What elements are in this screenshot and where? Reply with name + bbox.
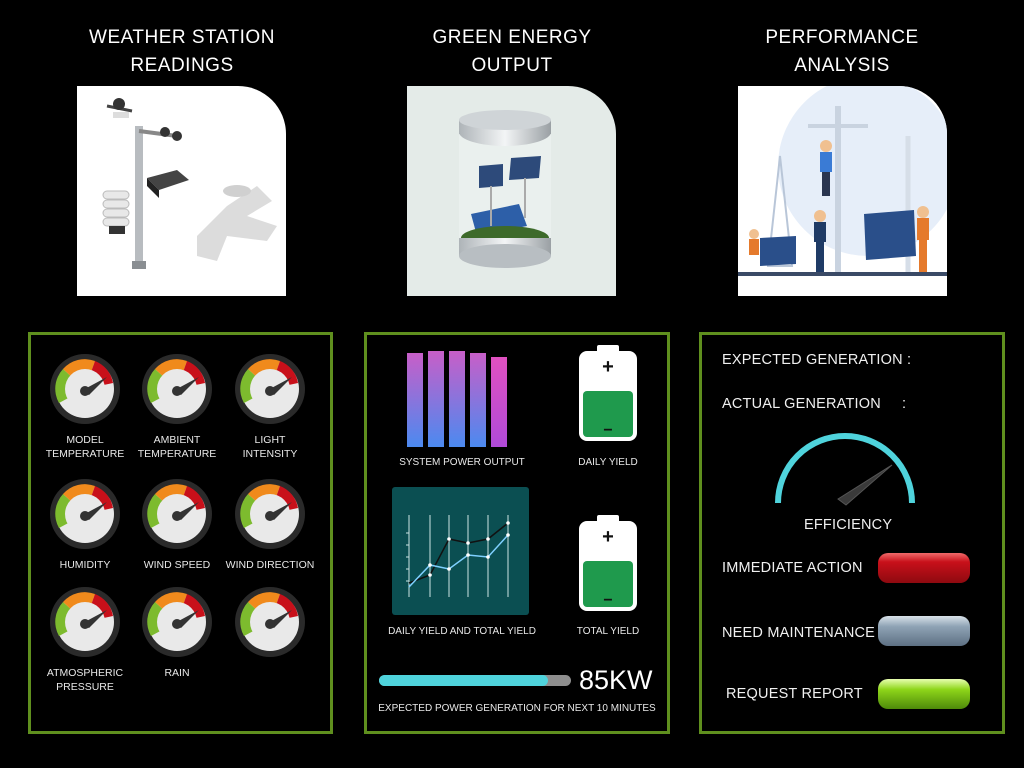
daily-yield-label: DAILY YIELD <box>578 457 638 468</box>
weather-station-illustration <box>77 86 286 296</box>
need-maintenance-label: NEED MAINTENANCE <box>722 625 876 641</box>
title-weather-line1: WEATHER STATION <box>89 27 275 48</box>
daily-total-yield-chart <box>392 487 529 615</box>
gauge-5 <box>141 478 213 550</box>
gauge-label-line2: INTENSITY <box>242 448 298 460</box>
performance-analysis-illustration <box>738 86 947 296</box>
weather-readings-panel: MODEL TEMPERATURE AMBIENT TEMPERATURE LIGHT I… <box>28 332 333 734</box>
title-performance-line1: PERFORMANCE <box>765 27 919 48</box>
gauge-label-line1: MODEL <box>66 434 104 446</box>
gauge-label-line1: ATMOSPHERIC <box>46 667 124 679</box>
power-progress-track <box>379 675 571 686</box>
gauge-label-line2: PRESSURE <box>56 681 114 693</box>
efficiency-gauge <box>775 433 915 506</box>
gauge-label-2: AMBIENT TEMPERATURE <box>127 433 227 461</box>
power-bar-1 <box>407 353 423 447</box>
gauge-label-4: HUMIDITY <box>35 558 135 572</box>
immediate-action-button[interactable] <box>878 553 970 583</box>
efficiency-needle <box>837 464 893 506</box>
gauge-label-line1: RAIN <box>164 667 190 679</box>
gauge-label-line2: TEMPERATURE <box>45 448 125 460</box>
green-energy-illustration <box>407 86 616 296</box>
system-power-output-chart <box>407 351 507 447</box>
gauge-4 <box>49 478 121 550</box>
power-bar-2 <box>428 351 444 447</box>
gauge-label-line1: LIGHT <box>254 434 286 446</box>
efficiency-label: EFFICIENCY <box>804 517 893 533</box>
gauge-3 <box>234 353 306 425</box>
daily-yield-battery-icon: + − <box>579 345 637 441</box>
battery-plus-1: + <box>602 356 614 378</box>
gauge-label-6: WIND DIRECTION <box>220 558 320 572</box>
daily-yield-line <box>408 534 509 588</box>
power-caption: EXPECTED POWER GENERATION FOR NEXT 10 MI… <box>378 703 656 714</box>
actual-generation-label: ACTUAL GENERATION : <box>722 396 907 412</box>
gauge-2 <box>141 353 213 425</box>
gauge-label-line1: WIND SPEED <box>143 559 211 571</box>
immediate-action-label: IMMEDIATE ACTION <box>722 560 863 576</box>
title-energy: GREEN ENERGY OUTPUT <box>392 24 632 80</box>
gauge-label-5: WIND SPEED <box>127 558 227 572</box>
total-yield-battery-icon: + − <box>579 515 637 611</box>
system-power-output-label: SYSTEM POWER OUTPUT <box>399 457 525 468</box>
gauge-1 <box>49 353 121 425</box>
expected-generation-label: EXPECTED GENERATION : <box>722 352 912 368</box>
battery-minus-2: − <box>603 592 612 609</box>
battery-plus-2: + <box>602 526 614 548</box>
gauge-7 <box>49 586 121 658</box>
title-weather-line2: READINGS <box>130 55 234 76</box>
power-bar-3 <box>449 351 465 447</box>
gauge-label-line2: TEMPERATURE <box>137 448 217 460</box>
power-progress-fill <box>379 675 548 686</box>
total-yield-line <box>408 522 509 584</box>
gauge-label-line1: WIND DIRECTION <box>225 559 315 571</box>
title-energy-line2: OUTPUT <box>471 55 553 76</box>
gauge-8 <box>141 586 213 658</box>
request-report-button[interactable] <box>878 679 970 709</box>
gauge-label-line1: AMBIENT <box>153 434 201 446</box>
energy-output-panel: SYSTEM POWER OUTPUT + − DAILY YIELD <box>364 332 670 734</box>
performance-panel: EXPECTED GENERATION : ACTUAL GENERATION … <box>699 332 1005 734</box>
title-performance-line2: ANALYSIS <box>794 55 890 76</box>
gauge-9 <box>234 586 306 658</box>
power-value: 85KW <box>579 665 653 695</box>
title-performance: PERFORMANCE ANALYSIS <box>722 24 962 80</box>
battery-minus-1: − <box>603 422 612 439</box>
gauge-label-1: MODEL TEMPERATURE <box>35 433 135 461</box>
daily-total-yield-label: DAILY YIELD AND TOTAL YIELD <box>388 626 536 637</box>
gauge-label-7: ATMOSPHERIC PRESSURE <box>35 666 135 694</box>
power-bar-4 <box>470 353 486 447</box>
gauge-6 <box>234 478 306 550</box>
power-bar-5 <box>491 357 507 447</box>
gauge-label-3: LIGHT INTENSITY <box>220 433 320 461</box>
total-yield-label: TOTAL YIELD <box>576 626 640 637</box>
title-weather: WEATHER STATION READINGS <box>62 24 302 80</box>
need-maintenance-button[interactable] <box>878 616 970 646</box>
gauge-label-line1: HUMIDITY <box>59 559 111 571</box>
gauge-label-8: RAIN <box>127 666 227 680</box>
title-energy-line1: GREEN ENERGY <box>432 27 592 48</box>
request-report-label: REQUEST REPORT <box>726 686 863 702</box>
